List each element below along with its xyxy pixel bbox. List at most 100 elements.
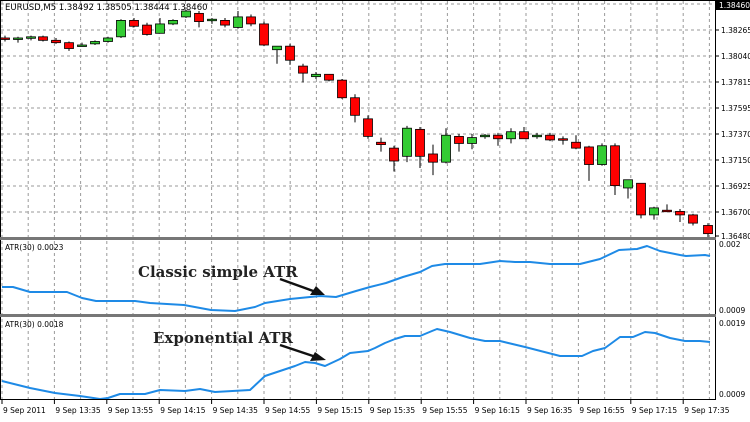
candle [194,11,204,28]
time-axis-label: 9 Sep 17:35 [684,406,730,415]
candle [467,134,477,150]
candle [610,143,620,195]
price-axis-label: 1.37815 [721,78,750,87]
current-price-label: 1.38460 [719,1,750,10]
arrow-exponential-atr-icon [279,343,326,361]
atr-exponential-axis-top: 0.0019 [719,319,745,328]
candle [584,145,594,181]
atr-simple-label: ATR(30) 0.0023 [5,243,64,252]
candle [155,18,165,34]
price-axis-label: 1.36925 [721,182,750,191]
candle [350,94,360,123]
candle [558,136,568,145]
candle [38,35,48,42]
candle [64,41,74,51]
candle [454,134,464,152]
annotation-exponential-atr: Exponential ATR [153,329,293,347]
time-axis-label: 9 Sep 13:35 [55,406,101,415]
time-axis-label: 9 Sep 14:55 [265,406,311,415]
candle [389,145,399,172]
candle [519,127,529,140]
candle [532,132,542,139]
atr-lines [1,245,711,400]
atr-exponential-label: ATR(30) 0.0018 [5,320,64,329]
candle [246,14,256,27]
candle [285,43,295,65]
time-axis-label: 9 Sep 14:35 [213,406,259,415]
candle [493,132,503,146]
candle [506,128,516,144]
candle [623,179,633,199]
time-axis-label: 9 Sep 15:15 [317,406,363,415]
candle [181,9,191,19]
candle [662,204,672,213]
candle [675,209,685,222]
atr-exponential-line [1,328,711,400]
candle [26,35,36,41]
candle [376,137,386,152]
candle [597,143,607,166]
price-axis-label: 1.37595 [721,104,750,113]
candle [363,115,373,139]
candle [103,36,113,43]
atr-simple-axis-bottom: 0.0009 [719,306,745,315]
time-axis-label: 9 Sep 16:35 [527,406,573,415]
time-axis-label: 9 Sep 13:55 [108,406,154,415]
price-axis-label: 1.37370 [721,130,750,139]
candle [168,19,178,26]
annotation-classic-atr: Classic simple ATR [138,263,298,281]
candle [13,36,23,43]
time-axis-label: 9 Sep 16:55 [579,406,625,415]
candle [142,22,152,36]
time-axis-label: 9 Sep 15:55 [422,406,468,415]
candle [441,128,451,164]
candle [116,19,126,38]
candle [207,18,217,24]
candle [480,134,490,139]
candle [337,78,347,99]
time-axis-label: 9 Sep 17:15 [632,406,678,415]
panel-separator-2[interactable] [0,314,716,317]
candle [545,132,555,142]
price-axis-label: 1.38265 [721,26,750,35]
price-axis-label: 1.38040 [721,52,750,61]
price-axis-label: 1.36480 [721,232,750,241]
candle [272,45,282,64]
candle [77,42,87,47]
candle [324,73,334,82]
time-axis: 9 Sep 2011 9 Sep 13:35 9 Sep 13:55 9 Sep 14… [1,400,730,415]
candle [571,135,581,150]
candlesticks [0,9,713,239]
candle [311,71,321,79]
candle [428,144,438,176]
candle [90,40,100,46]
atr-simple-axis-top: 0.002 [719,240,741,249]
price-axis: 1.38265 1.38040 1.37815 1.37595 1.37370 1.371… [715,26,750,241]
candle [220,18,230,28]
current-price-tag [716,0,750,10]
candle [688,213,698,226]
candle [636,182,646,219]
atr-exponential-axis-bottom: 0.0009 [719,390,745,399]
candle [51,37,61,44]
candle [298,63,308,83]
price-axis-label: 1.36700 [721,208,750,217]
price-axis-label: 1.37150 [721,156,750,165]
panel-separator-1[interactable] [0,237,716,240]
candle [703,223,713,239]
arrow-classic-atr-icon [279,277,325,295]
time-axis-label: 9 Sep 14:15 [160,406,206,415]
atr-simple-line [2,245,711,312]
candle [649,206,659,220]
time-axis-label: 9 Sep 2011 [3,406,46,415]
time-axis-label: 9 Sep 15:35 [370,406,416,415]
candle [415,127,425,169]
symbol-header: EURUSD,M5 1.38492 1.38505 1.38444 1.3846… [5,3,208,13]
candle [129,18,139,28]
candle [233,11,243,29]
candle [259,21,269,47]
candle [402,125,412,163]
time-axis-label: 9 Sep 16:15 [475,406,521,415]
